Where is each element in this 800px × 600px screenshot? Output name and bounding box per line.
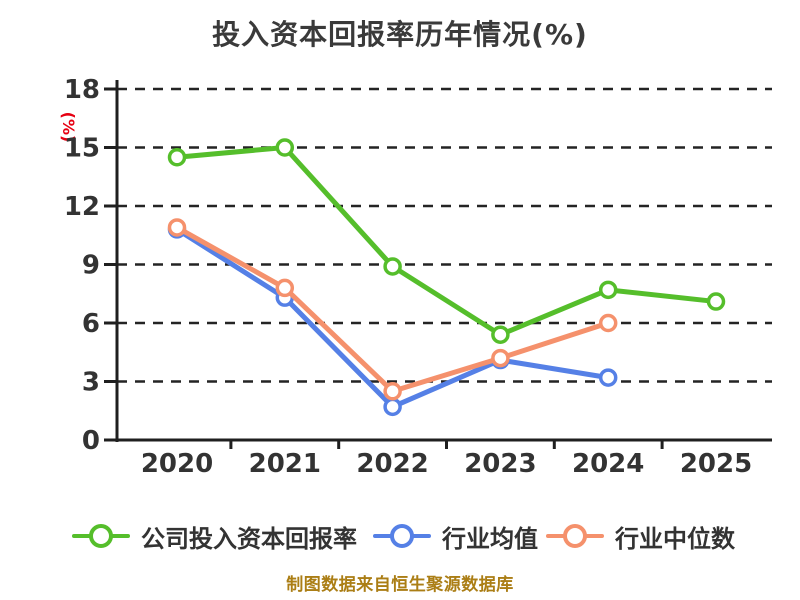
y-tick-label: 18 bbox=[64, 75, 100, 105]
industry-median-point-2020 bbox=[167, 218, 187, 237]
x-tick-label: 2022 bbox=[356, 449, 428, 479]
legend-item-industry-mean: 行业均值 bbox=[373, 522, 538, 553]
x-tick-label: 2024 bbox=[572, 449, 644, 479]
company-roic-point-2023 bbox=[491, 325, 510, 344]
x-tick-label: 2020 bbox=[141, 449, 213, 479]
legend-label: 行业均值 bbox=[442, 524, 538, 553]
y-tick-label: 6 bbox=[82, 309, 100, 339]
industry-mean-legend-marker-icon bbox=[373, 522, 431, 550]
x-tick-label: 2023 bbox=[464, 449, 536, 479]
y-tick-label: 9 bbox=[82, 251, 100, 281]
legend-item-industry-median: 行业中位数 bbox=[546, 522, 735, 553]
legend-label: 行业中位数 bbox=[615, 524, 735, 553]
chart-title: 投入资本回报率历年情况(%) bbox=[212, 18, 588, 51]
y-tick-label: 0 bbox=[82, 426, 100, 456]
y-tick-label: 15 bbox=[64, 134, 100, 164]
company-roic-point-2021 bbox=[275, 138, 295, 157]
company-roic-point-2024 bbox=[598, 280, 618, 300]
legend-label: 公司投入资本回报率 bbox=[141, 524, 357, 553]
industry-median-point-2021 bbox=[275, 278, 295, 298]
legend-item-company-roic: 公司投入资本回报率 bbox=[72, 522, 357, 553]
industry-median-point-2022 bbox=[383, 382, 402, 401]
company-roic-line bbox=[174, 145, 719, 338]
company-roic-point-2025 bbox=[706, 292, 726, 311]
industry-mean-point-2022 bbox=[383, 397, 402, 417]
industry-mean-point-2024 bbox=[598, 368, 618, 387]
industry-median-point-2024 bbox=[598, 313, 618, 333]
industry-median-legend-marker-icon bbox=[546, 522, 604, 550]
y-tick-label: 3 bbox=[82, 368, 100, 398]
x-tick-label: 2025 bbox=[680, 449, 752, 479]
y-tick-label: 12 bbox=[64, 192, 100, 222]
data-source-note: 制图数据来自恒生聚源数据库 bbox=[286, 575, 514, 595]
company-roic-point-2022 bbox=[383, 257, 402, 276]
industry-median-point-2023 bbox=[491, 348, 510, 368]
company-roic-point-2020 bbox=[167, 148, 187, 167]
x-tick-label: 2021 bbox=[249, 449, 321, 479]
company-roic-legend-marker-icon bbox=[72, 522, 130, 550]
